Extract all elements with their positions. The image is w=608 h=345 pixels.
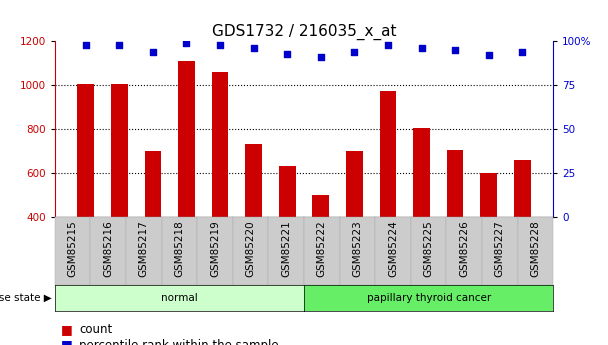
Point	[148, 49, 158, 55]
Point	[114, 42, 124, 48]
Point	[215, 42, 225, 48]
Bar	[178, 61, 195, 305]
Text: GSM85218: GSM85218	[174, 221, 184, 277]
Text: GSM85226: GSM85226	[459, 221, 469, 277]
Bar	[212, 72, 229, 305]
Text: GSM85222: GSM85222	[317, 221, 327, 277]
Point	[249, 46, 258, 51]
Bar	[480, 173, 497, 305]
Text: normal: normal	[161, 293, 198, 303]
Text: GSM85223: GSM85223	[353, 221, 362, 277]
Text: GSM85224: GSM85224	[388, 221, 398, 277]
Text: GSM85220: GSM85220	[246, 221, 255, 277]
Bar	[413, 128, 430, 305]
Text: GSM85215: GSM85215	[67, 221, 78, 277]
Text: GSM85219: GSM85219	[210, 221, 220, 277]
Text: papillary thyroid cancer: papillary thyroid cancer	[367, 293, 491, 303]
Title: GDS1732 / 216035_x_at: GDS1732 / 216035_x_at	[212, 24, 396, 40]
Bar	[313, 195, 329, 305]
Bar	[245, 144, 262, 305]
Text: GSM85228: GSM85228	[530, 221, 541, 277]
Text: percentile rank within the sample: percentile rank within the sample	[79, 338, 278, 345]
Text: GSM85216: GSM85216	[103, 221, 113, 277]
Bar	[379, 91, 396, 305]
Text: count: count	[79, 323, 112, 336]
Bar	[447, 150, 463, 305]
Text: GSM85217: GSM85217	[139, 221, 149, 277]
Point	[517, 49, 527, 55]
Text: ■: ■	[61, 338, 72, 345]
Point	[316, 55, 326, 60]
Bar	[145, 151, 161, 305]
Point	[81, 42, 91, 48]
Point	[383, 42, 393, 48]
Point	[350, 49, 359, 55]
Text: GSM85221: GSM85221	[281, 221, 291, 277]
Text: ■: ■	[61, 323, 72, 336]
Point	[416, 46, 426, 51]
Point	[282, 51, 292, 57]
Text: GSM85227: GSM85227	[495, 221, 505, 277]
Point	[484, 53, 494, 58]
Point	[182, 40, 192, 46]
Bar	[279, 166, 295, 305]
Point	[450, 47, 460, 53]
Text: disease state ▶: disease state ▶	[0, 293, 52, 303]
Bar	[514, 160, 531, 305]
Bar	[111, 84, 128, 305]
Bar	[346, 151, 363, 305]
Text: GSM85225: GSM85225	[424, 221, 434, 277]
Bar	[77, 84, 94, 305]
